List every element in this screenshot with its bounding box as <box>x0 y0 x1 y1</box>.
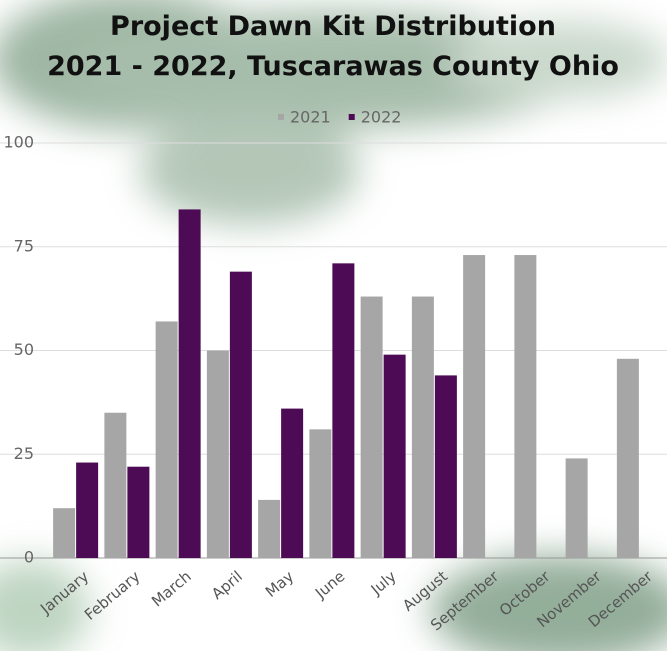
bar <box>53 508 76 558</box>
bar <box>309 429 332 558</box>
x-tick-label: February <box>81 567 144 624</box>
y-tick-label: 0 <box>24 548 34 567</box>
y-tick-label: 100 <box>3 133 34 152</box>
x-tick-label: April <box>208 567 246 603</box>
chart-subtitle: 2021 - 2022, Tuscarawas County Ohio <box>47 51 619 82</box>
bar <box>463 255 486 559</box>
y-tick-label: 50 <box>14 340 34 359</box>
x-tick-label: March <box>148 567 195 610</box>
bar <box>206 350 229 558</box>
bar <box>383 354 406 558</box>
bar <box>616 358 639 558</box>
bar <box>514 255 537 559</box>
legend-swatch <box>348 114 355 120</box>
bar <box>104 412 127 558</box>
bar <box>76 462 99 558</box>
bar <box>411 296 434 558</box>
bar <box>178 209 201 558</box>
legend-label: 2022 <box>361 108 402 127</box>
legend-swatch <box>278 114 284 120</box>
bar <box>434 375 457 558</box>
bar <box>155 321 178 558</box>
bar <box>332 263 355 558</box>
bar <box>360 296 383 558</box>
bar <box>229 271 252 558</box>
bar <box>565 458 588 558</box>
x-tick-label: July <box>367 567 400 599</box>
x-tick-label: May <box>262 567 297 601</box>
bar <box>127 466 150 558</box>
bar <box>258 499 281 558</box>
y-tick-label: 25 <box>14 444 34 463</box>
bar <box>281 408 304 558</box>
y-tick-label: 75 <box>14 236 34 255</box>
chart-title: Project Dawn Kit Distribution <box>110 11 556 42</box>
x-tick-label: June <box>311 567 348 602</box>
legend-label: 2021 <box>290 108 331 127</box>
